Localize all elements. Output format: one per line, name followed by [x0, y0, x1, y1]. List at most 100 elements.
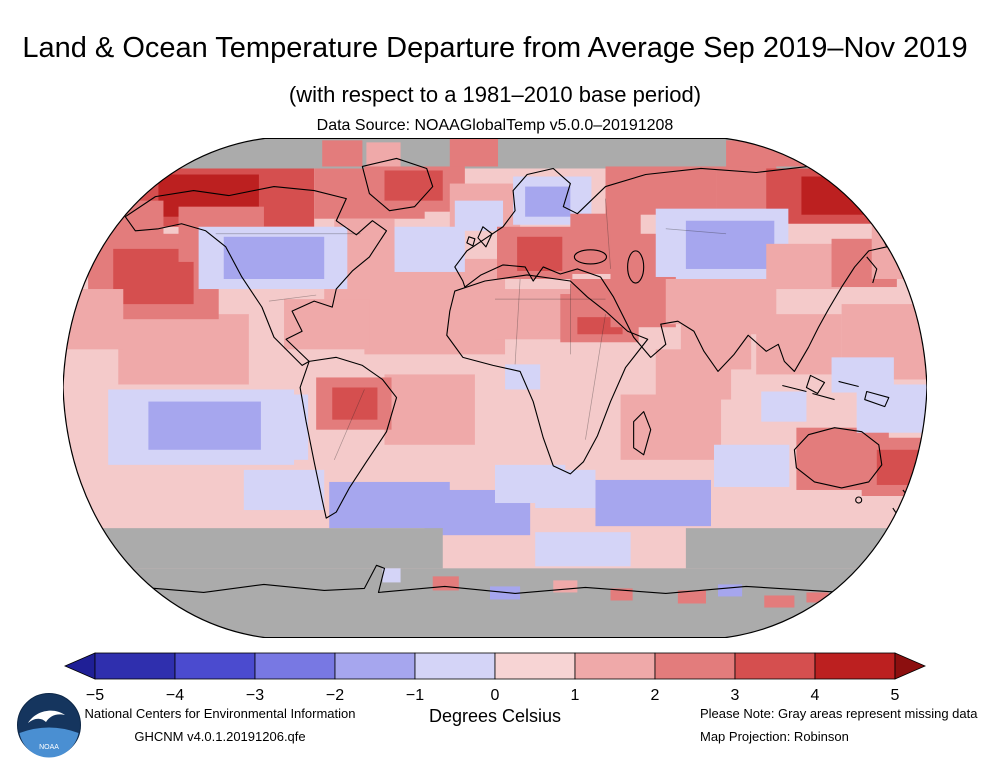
map-cell: [292, 394, 309, 460]
indonesia-outline: [782, 380, 859, 401]
colorbar-tick-label: 2: [651, 687, 660, 704]
map-cell: [63, 528, 443, 569]
noaa-bird-icon: [28, 710, 65, 723]
map-cell: [714, 444, 790, 487]
colorbar-tick-label: 3: [731, 687, 740, 704]
anomaly-map-svg: [62, 137, 928, 639]
map-cell: [764, 595, 795, 608]
colorbar-bin: [334, 652, 416, 680]
world-map: [62, 137, 928, 639]
map-cell: [766, 243, 842, 290]
north-america-outline: [124, 186, 388, 366]
map-cell: [366, 142, 401, 167]
map-cell: [801, 176, 882, 215]
projection-note: Map Projection: Robinson: [700, 728, 849, 744]
page-subtitle: (with respect to a 1981–2010 base period…: [288, 82, 702, 107]
noaa-logo: NOAA: [17, 693, 81, 758]
colorbar-arrow-low: [63, 652, 96, 680]
map-cell: [394, 226, 465, 272]
map-cell: [761, 391, 807, 422]
colorbar-tick-label: −5: [86, 687, 104, 704]
data-source-label: Data Source: NOAAGlobalTemp v5.0.0–20191…: [316, 117, 674, 134]
map-cell: [329, 481, 450, 529]
map-cell: [570, 278, 621, 318]
colorbar-svg: −5 −4 −3 −2 −1 0 1 2 3 4 5: [63, 652, 927, 704]
australia-outline: [793, 427, 883, 489]
map-cell: [118, 314, 249, 385]
units-label: Degrees Celsius: [428, 706, 562, 726]
colorbar-bin: [94, 652, 176, 680]
south-america-outline: [299, 356, 398, 519]
dataset-version: GHCNM v4.0.1.20191206.qfe: [134, 728, 306, 744]
map-cell: [677, 590, 706, 604]
noaa-logo-sea: [19, 727, 79, 758]
colorbar-bin: [654, 652, 736, 680]
colorbar-bin: [574, 652, 656, 680]
colorbar-tick-label: 4: [811, 687, 820, 704]
map-cell: [284, 299, 370, 350]
map-cell: [610, 588, 633, 601]
map-cell: [620, 394, 722, 460]
map-cell: [535, 469, 596, 509]
map-cell: [871, 223, 922, 279]
map-cell: [382, 568, 401, 583]
colorbar-bin: [494, 652, 576, 680]
colorbar: −5 −4 −3 −2 −1 0 1 2 3 4 5: [60, 650, 930, 708]
colorbar-bin: [734, 652, 816, 680]
missing-data-note: Please Note: Gray areas represent missin…: [700, 706, 978, 721]
map-boundary: [62, 137, 928, 639]
map-cell: [525, 186, 571, 217]
colorbar-bin: [414, 652, 496, 680]
map-cell: [332, 387, 378, 420]
colorbar-bin: [814, 652, 896, 680]
map-cell: [148, 401, 261, 450]
map-cell: [63, 568, 927, 638]
map-cell: [322, 140, 363, 167]
colorbar-bin: [174, 652, 256, 680]
map-cell: [680, 314, 752, 370]
colorbar-tick-label: −2: [326, 687, 344, 704]
madagascar-outline: [633, 411, 652, 456]
colorbar-tick-label: 0: [491, 687, 500, 704]
greenland-outline: [361, 157, 434, 212]
borneo-outline: [805, 374, 826, 395]
colorbar-tick-label: 5: [891, 687, 900, 704]
page-title: Land & Ocean Temperature Departure from …: [22, 32, 968, 64]
colorbar-tick-label: 1: [571, 687, 580, 704]
map-cell: [685, 528, 927, 569]
map-cell: [454, 200, 504, 231]
japan-outline: [866, 256, 878, 284]
antarctica-coastline: [81, 564, 909, 598]
colorbar-tick-label: −4: [166, 687, 184, 704]
map-cell: [718, 584, 743, 597]
continent-outlines: [81, 157, 916, 598]
map-cell: [605, 166, 717, 215]
map-cell: [384, 374, 475, 445]
caspian-sea-outline: [627, 250, 645, 284]
map-notes: Please Note: Gray areas represent missin…: [700, 703, 977, 749]
map-cell: [535, 532, 631, 567]
org-name: National Centers for Environmental Infor…: [84, 706, 356, 721]
uk-outline: [477, 226, 493, 248]
map-cell: [432, 576, 459, 591]
map-cell: [223, 236, 325, 279]
map-cell: [685, 220, 775, 269]
map-cell: [517, 236, 563, 271]
new-guinea-outline: [864, 390, 890, 408]
map-cell: [384, 170, 443, 201]
colorbar-tick-label: −1: [406, 687, 424, 704]
map-cell: [595, 479, 711, 527]
map-cell: [610, 276, 676, 328]
map-cell: [553, 580, 578, 593]
black-sea-outline: [573, 249, 608, 265]
colorbar-tick-label: −3: [246, 687, 264, 704]
tasmania-outline: [855, 496, 863, 504]
map-cell: [449, 138, 499, 167]
map-cell: [806, 592, 829, 603]
colorbar-arrow-high: [894, 652, 927, 680]
org-info: National Centers for Environmental Infor…: [70, 703, 370, 749]
noaa-logo-text: NOAA: [39, 744, 59, 751]
ireland-outline: [466, 236, 476, 247]
colorbar-bin: [254, 652, 336, 680]
